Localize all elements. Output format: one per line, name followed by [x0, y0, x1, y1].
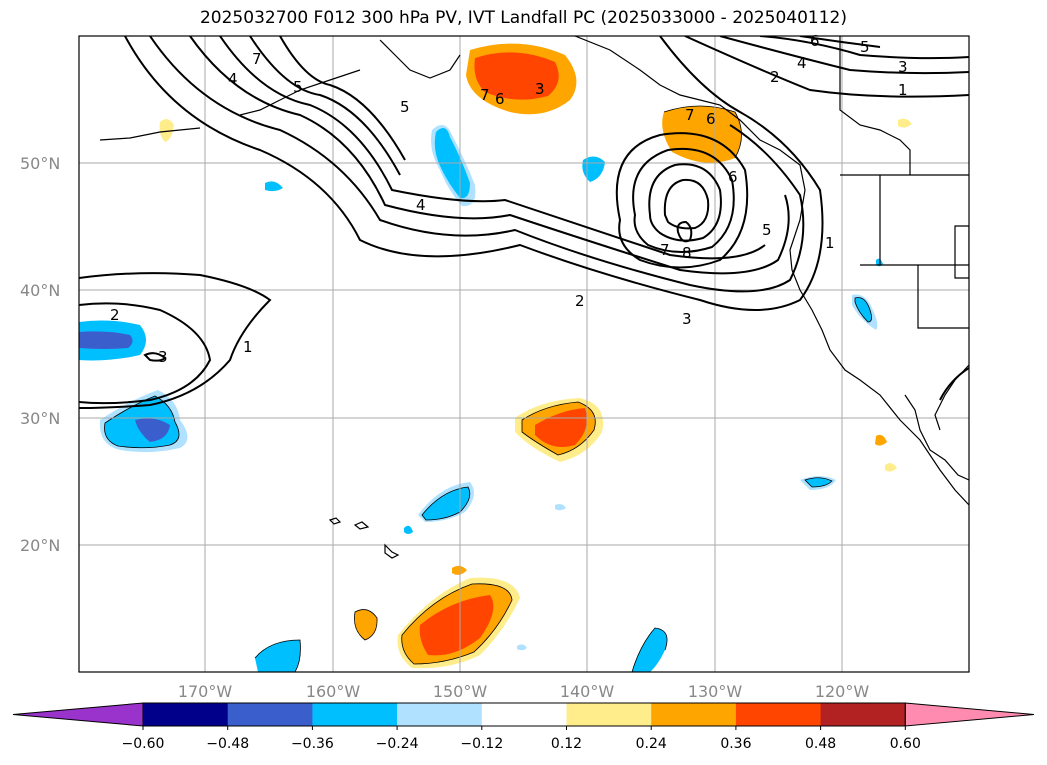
- contour-label: 2: [110, 306, 120, 324]
- shading-outlines: [104, 105, 872, 672]
- colorbar-tick-label: −0.60: [122, 736, 165, 752]
- lon-label: 130°W: [688, 682, 743, 701]
- colorbar-extend-high: [904, 702, 1035, 727]
- lon-label: 160°W: [306, 682, 361, 701]
- colorbar-tick-label: 0.24: [636, 736, 667, 752]
- contour-label: 3: [535, 80, 545, 98]
- lat-label: 40°N: [20, 281, 60, 300]
- contour-label: 1: [243, 338, 253, 356]
- colorbar-segment: [566, 703, 652, 726]
- colorbar-segment: [481, 703, 567, 726]
- contour-label: 3: [898, 58, 908, 76]
- pv-contours: [79, 36, 969, 409]
- longitude-labels: 170°W 160°W 150°W 140°W 130°W 120°W: [178, 682, 870, 701]
- colorbar-segment: [820, 703, 906, 726]
- colorbar-segment: [735, 703, 822, 726]
- map-title: 2025032700 F012 300 hPa PV, IVT Landfall…: [199, 8, 847, 28]
- contour-label: 7: [685, 106, 695, 124]
- colorbar-tick-labels: −0.60 −0.48 −0.36 −0.24 −0.12 0.12 0.24 0.36 0.4…: [122, 726, 921, 752]
- lat-label: 20°N: [20, 536, 60, 555]
- map-frame: [78, 35, 970, 673]
- gridlines: [79, 36, 969, 672]
- colorbar-segment: [143, 703, 229, 726]
- contour-label: 4: [228, 70, 238, 88]
- ivt-shading: [79, 43, 912, 672]
- latitude-labels: 50°N 40°N 30°N 20°N: [20, 154, 60, 555]
- colorbar-tick-label: 0.12: [551, 736, 582, 752]
- contour-label: 6: [810, 32, 820, 50]
- contour-label: 3: [158, 348, 168, 366]
- contour-label: 7: [480, 86, 490, 104]
- contour-label: 2: [575, 292, 585, 310]
- colorbar-tick-label: 0.48: [805, 736, 836, 752]
- contour-label: 8: [682, 244, 692, 262]
- contour-label: 1: [825, 234, 835, 252]
- contour-label: 4: [797, 54, 807, 72]
- lon-label: 150°W: [433, 682, 488, 701]
- colorbar-tick-label: −0.24: [376, 736, 419, 752]
- contour-label: 7: [252, 50, 262, 68]
- contour-label: 1: [898, 81, 908, 99]
- colorbar-tick-label: −0.48: [206, 736, 249, 752]
- colorbar-tick-label: 0.60: [890, 736, 921, 752]
- colorbar-tick-label: 0.36: [720, 736, 751, 752]
- colorbar-tick-label: −0.36: [291, 736, 334, 752]
- lon-label: 140°W: [560, 682, 615, 701]
- contour-labels: 7 4 5 5 7 6 3 4 6 5 4 3 2 1 2 3 1 2 3 7 …: [110, 32, 908, 366]
- colorbar-segment: [397, 703, 483, 726]
- colorbar-segment: [651, 703, 737, 726]
- colorbar-extend-low: [12, 702, 144, 727]
- colorbar-tick-label: −0.12: [460, 736, 503, 752]
- lat-label: 50°N: [20, 154, 60, 173]
- contour-label: 5: [293, 78, 303, 96]
- colorbar: [12, 702, 1035, 727]
- contour-label: 6: [495, 90, 505, 108]
- contour-label: 6: [706, 110, 716, 128]
- contour-label: 2: [770, 68, 780, 86]
- lon-label: 170°W: [178, 682, 233, 701]
- contour-label: 5: [762, 221, 772, 239]
- coastlines: [99, 36, 969, 559]
- contour-label: 6: [728, 168, 738, 186]
- contour-label: 4: [416, 196, 426, 214]
- contour-label: 5: [400, 98, 410, 116]
- contour-label: 7: [660, 241, 670, 259]
- contour-label: 3: [682, 310, 692, 328]
- contour-label: 5: [860, 38, 870, 56]
- colorbar-frame: [142, 702, 906, 727]
- colorbar-segment: [312, 703, 398, 726]
- lon-label: 120°W: [815, 682, 870, 701]
- colorbar-segment: [227, 703, 313, 726]
- lat-label: 30°N: [20, 409, 60, 428]
